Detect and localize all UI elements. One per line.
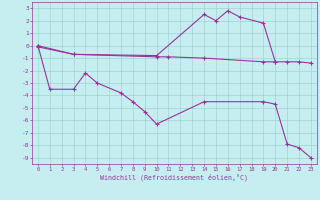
X-axis label: Windchill (Refroidissement éolien,°C): Windchill (Refroidissement éolien,°C) <box>100 173 248 181</box>
